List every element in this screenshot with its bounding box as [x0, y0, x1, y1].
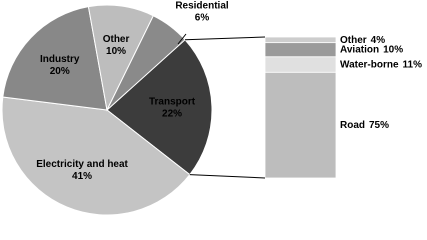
slice-value-label: 10% [106, 46, 126, 57]
slice-label: Electricity and heat [36, 159, 128, 170]
slice-label: Other [103, 34, 130, 45]
bar-category: Water-borne [340, 59, 399, 70]
bar-value-label: 4% [371, 34, 386, 45]
bar-segment [264, 56, 337, 73]
pie-slice [106, 39, 213, 176]
slice-value-label: 20% [50, 66, 70, 77]
slice-label: Transport [149, 96, 196, 107]
bar-category: Road [340, 120, 365, 131]
bar-label: Road 75% [340, 120, 389, 131]
bar-label: Aviation 10% [340, 44, 403, 55]
bar-label: Other 4% [340, 34, 385, 45]
connector [189, 174, 266, 179]
bar-value-label: 11% [403, 59, 423, 70]
bar-value-label: 10% [383, 44, 403, 55]
bar-value-label: 75% [369, 120, 389, 131]
bar-segment [264, 71, 337, 179]
slice-label: Industry [40, 54, 80, 65]
bar-category: Other [340, 34, 367, 45]
pie-slice [2, 6, 108, 111]
bar-category: Aviation [340, 44, 379, 55]
leader-line [177, 33, 187, 45]
bar-label: Water-borne 11% [340, 59, 422, 70]
pie-slice [1, 96, 191, 216]
pie-slice [106, 15, 186, 111]
connector [185, 36, 266, 41]
slice-value-label: 41% [72, 171, 92, 182]
slice-label: Residential [175, 1, 229, 12]
slice-value-label: 6% [195, 13, 210, 24]
bar-segment [264, 36, 337, 44]
bar-segment [264, 42, 337, 58]
slice-value-label: 22% [162, 108, 182, 119]
